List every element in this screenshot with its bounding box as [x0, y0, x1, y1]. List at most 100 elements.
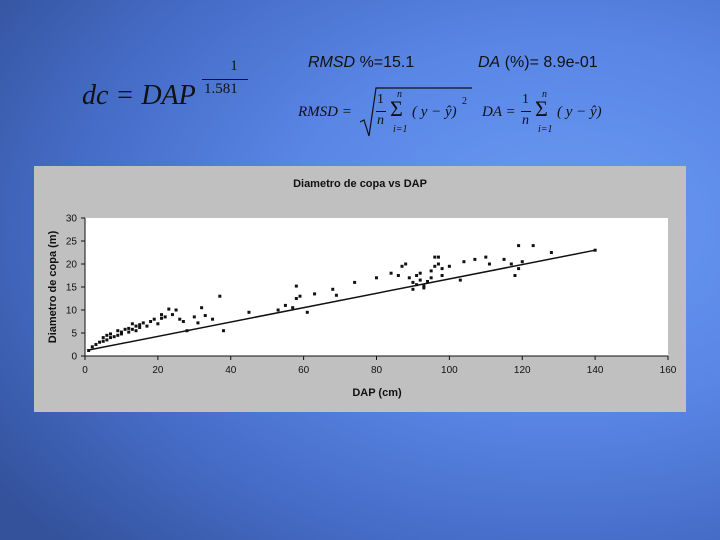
da-stat-value: (%)= 8.9e-01: [504, 54, 598, 71]
data-point: [247, 310, 251, 314]
da-equation: DA = 1 n n Σ i=1 ( y − ŷ): [482, 88, 612, 140]
data-point: [130, 327, 134, 331]
data-point: [211, 317, 215, 321]
data-point: [203, 314, 207, 318]
data-point: [509, 262, 513, 266]
rmsd-fraction-bar: [376, 111, 386, 112]
data-point: [192, 315, 196, 319]
data-point: [334, 293, 338, 297]
data-point: [170, 313, 174, 317]
data-point: [130, 322, 134, 326]
data-point: [112, 335, 116, 339]
data-point: [109, 336, 113, 340]
data-points: [87, 244, 597, 352]
data-point: [119, 332, 123, 336]
data-point: [313, 292, 317, 296]
data-point: [473, 257, 477, 261]
data-point: [200, 306, 204, 310]
data-point: [487, 262, 491, 266]
data-point: [520, 260, 524, 264]
y-tick-label: 20: [66, 260, 78, 271]
data-point: [174, 308, 178, 312]
data-point: [549, 251, 553, 254]
data-point: [116, 333, 120, 337]
da-sum-lower: i=1: [538, 124, 553, 135]
data-point: [119, 330, 123, 334]
data-point: [101, 339, 105, 343]
x-axis-label: DAP (cm): [352, 387, 402, 399]
data-point: [389, 271, 393, 275]
x-tick-label: 120: [514, 365, 531, 376]
data-point: [145, 324, 149, 328]
x-tick-label: 60: [298, 365, 310, 376]
da-sigma: Σ: [535, 96, 548, 121]
data-point: [134, 324, 138, 328]
data-point: [152, 317, 156, 321]
rmsd-stat-name: RMSD: [308, 54, 356, 71]
data-point: [298, 294, 302, 298]
y-tick-label: 30: [66, 214, 78, 225]
data-point: [160, 313, 164, 317]
data-point: [447, 264, 451, 268]
data-point: [138, 323, 142, 327]
data-point: [422, 286, 426, 290]
y-tick-label: 0: [71, 352, 77, 363]
data-point: [98, 340, 102, 344]
data-point: [418, 271, 422, 275]
rmsd-fraction-numerator: 1: [377, 92, 384, 107]
da-stat-name: DA: [478, 54, 501, 71]
da-fraction-denominator: n: [522, 113, 529, 128]
data-point: [87, 348, 91, 352]
data-point: [429, 269, 433, 273]
data-point: [436, 262, 440, 266]
x-tick-label: 40: [225, 365, 237, 376]
data-point: [134, 329, 138, 333]
data-point: [94, 343, 98, 346]
data-point: [141, 321, 145, 325]
data-point: [407, 276, 411, 280]
chart-panel: Diametro de copa vs DAP DAP (cm) Diametr…: [34, 166, 686, 412]
x-tick-label: 160: [660, 365, 677, 376]
data-point: [484, 255, 488, 259]
data-point: [502, 257, 506, 261]
model-equation: dc = DAP 1 1.581: [82, 50, 262, 120]
data-point: [105, 333, 109, 337]
data-point: [90, 345, 94, 349]
data-point: [513, 274, 517, 277]
data-point: [160, 316, 164, 320]
data-point: [436, 255, 440, 259]
data-point: [123, 327, 127, 331]
x-tick-label: 140: [587, 365, 604, 376]
data-point: [294, 297, 298, 300]
data-point: [411, 287, 415, 291]
rmsd-fraction-denominator: n: [377, 113, 384, 128]
data-point: [411, 280, 415, 284]
model-exponent-denominator: 1.581: [204, 81, 238, 97]
data-point: [167, 307, 171, 311]
data-point: [127, 330, 131, 334]
data-point: [517, 267, 521, 271]
data-point: [353, 280, 357, 284]
da-equation-name: DA =: [482, 104, 516, 120]
data-point: [305, 310, 309, 314]
data-point: [415, 274, 419, 277]
data-point: [196, 321, 200, 325]
chart-title: Diametro de copa vs DAP: [293, 178, 427, 190]
rmsd-stat: RMSD %=15.1: [308, 54, 414, 72]
y-tick-label: 5: [71, 329, 77, 340]
data-point: [404, 262, 408, 266]
x-tick-label: 100: [441, 365, 458, 376]
da-term: ( y − ŷ): [557, 104, 602, 120]
rmsd-equation-name: RMSD =: [298, 104, 352, 120]
data-point: [433, 264, 437, 268]
data-point: [429, 276, 433, 280]
data-point: [415, 283, 419, 287]
data-point: [531, 244, 535, 248]
fit-line-layer: [88, 249, 596, 351]
rmsd-equation: RMSD = 1 n n Σ i=1 ( y − ŷ) 2: [296, 86, 476, 142]
rmsd-sigma: Σ: [390, 96, 403, 121]
plot-area: [85, 218, 668, 356]
fit-line: [88, 249, 596, 351]
rmsd-power: 2: [462, 96, 467, 107]
square-root-sign: [359, 87, 472, 137]
